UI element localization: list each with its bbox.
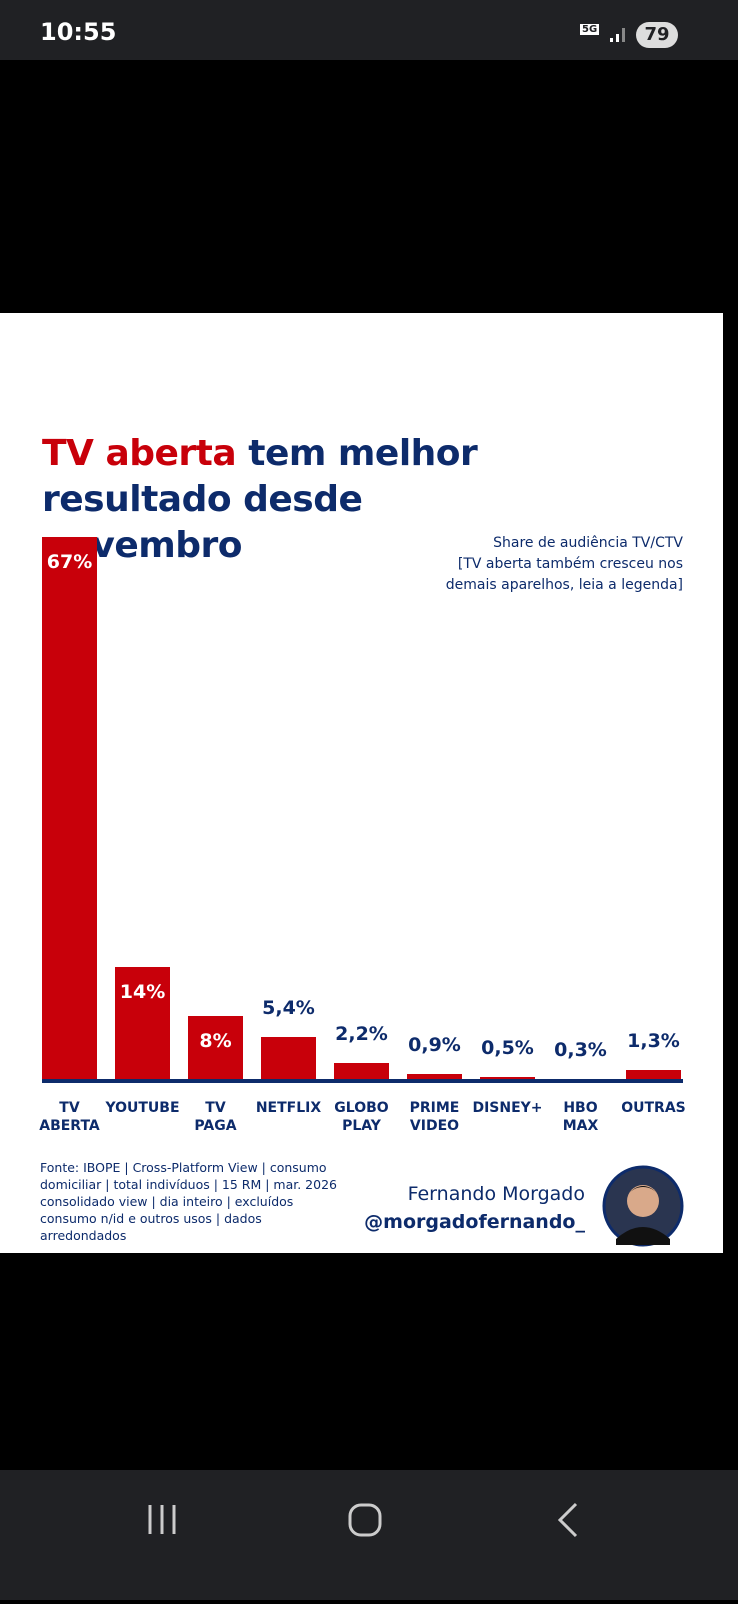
network-icon: 5G xyxy=(580,24,600,35)
home-button[interactable] xyxy=(348,1503,382,1537)
bar xyxy=(261,1037,316,1081)
chart-card: TV aberta tem melhor resultado desde nov… xyxy=(0,313,723,1253)
subtitle-block: Share de audiência TV/CTV [TV aberta tamb… xyxy=(423,533,683,596)
x-tick-label: TV PAGA xyxy=(194,1100,237,1134)
nav-icons xyxy=(148,1502,578,1538)
plot: 67% TV ABERTA 14% YOUTUBE 8% TV PAGA 5,4% NETFL… xyxy=(0,313,723,1253)
bar xyxy=(334,1063,389,1081)
value-label: 0,3% xyxy=(554,1038,607,1061)
value-label: 14% xyxy=(119,981,166,1004)
handle: @morgadofernando_ xyxy=(364,1211,585,1233)
bar xyxy=(42,537,97,1081)
title-part: TV aberta xyxy=(42,433,237,474)
value-label: 5,4% xyxy=(262,997,315,1020)
value-label: 8% xyxy=(199,1030,232,1053)
battery: 79 xyxy=(636,22,678,48)
x-tick-label: TV ABERTA xyxy=(39,1100,100,1134)
author: Fernando Morgado xyxy=(407,1183,585,1205)
x-tick-label: YOUTUBE xyxy=(105,1100,180,1116)
status-bar: 10:55 5G 79 xyxy=(0,0,738,60)
note: [TV aberta também cresceu nos demais apa… xyxy=(445,556,683,593)
x-tick-label: HBO MAX xyxy=(562,1100,599,1134)
source: Fonte: IBOPE | Cross-Platform View | con… xyxy=(40,1160,337,1243)
x-tick-label: PRIME VIDEO xyxy=(409,1100,460,1134)
bar xyxy=(188,1016,243,1081)
x-tick-label: GLOBO PLAY xyxy=(334,1100,389,1134)
value-label: 2,2% xyxy=(335,1023,388,1046)
baseline xyxy=(42,1079,683,1083)
bar xyxy=(626,1070,681,1081)
value-label: 0,5% xyxy=(481,1036,534,1059)
navigation-bar xyxy=(0,1470,738,1600)
recent-apps-button[interactable] xyxy=(148,1505,176,1534)
value-label: 67% xyxy=(46,551,93,573)
avatar xyxy=(602,1165,684,1247)
x-tick-label: NETFLIX xyxy=(255,1100,322,1116)
x-tick-label: DISNEY+ xyxy=(472,1100,543,1116)
bar xyxy=(480,1076,535,1081)
value-label: 1,3% xyxy=(627,1030,680,1053)
value-label: 0,9% xyxy=(408,1033,461,1056)
x-tick-label: OUTRAS xyxy=(621,1100,686,1116)
subtitle: Share de audiência TV/CTV xyxy=(493,535,683,551)
back-button[interactable] xyxy=(557,1502,578,1538)
signal-icon xyxy=(610,28,625,42)
clock: 10:55 xyxy=(40,18,117,46)
bar xyxy=(407,1073,462,1081)
bar xyxy=(115,967,170,1081)
